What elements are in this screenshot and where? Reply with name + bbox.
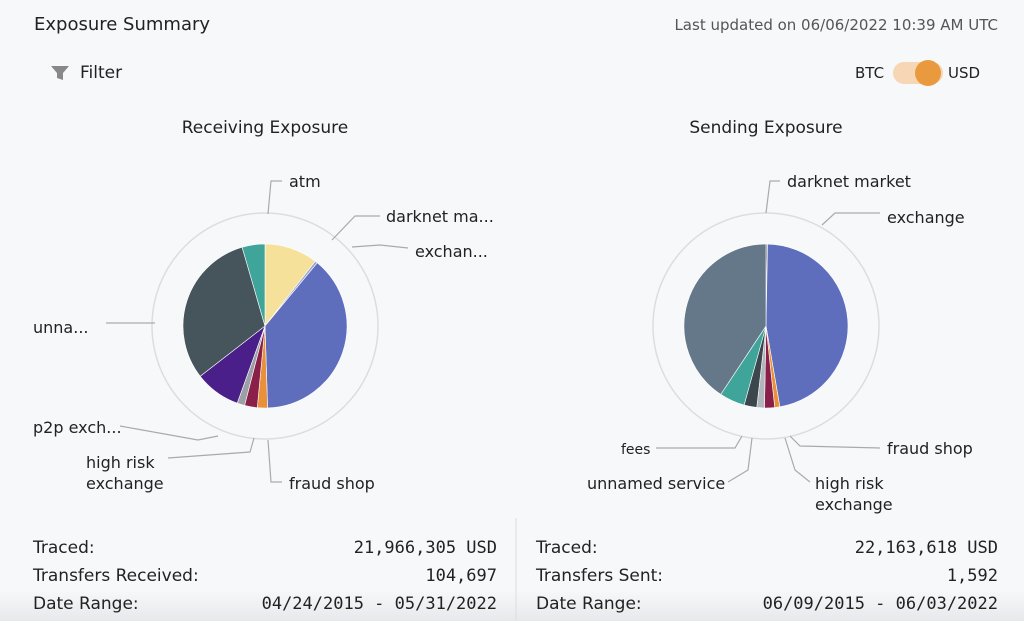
title: Exposure Summary [34, 14, 211, 35]
leader-line [331, 215, 380, 241]
pie-slice [765, 243, 849, 408]
chart-title: Receiving Exposure [181, 118, 349, 138]
slice-label: unna... [33, 318, 89, 337]
stat-label: Traced: [33, 538, 95, 558]
toggle-usd[interactable]: USD [948, 64, 981, 82]
slice-label: unnamed service [587, 474, 726, 493]
leader-line [167, 437, 255, 459]
stat-label: Date Range: [33, 594, 139, 614]
filter-icon[interactable] [51, 66, 69, 80]
stat-value: 22,163,618 USD [854, 538, 998, 558]
stat-value: 04/24/2015 - 05/31/2022 [261, 594, 497, 614]
leader-line [789, 435, 881, 449]
pie-slice [683, 243, 767, 395]
slice-label: p2p exch... [33, 418, 122, 437]
chart-title: Sending Exposure [689, 118, 843, 138]
stat-label: Transfers Sent: [536, 566, 664, 586]
stat-value: 21,966,305 USD [353, 538, 497, 558]
slice-label: fraud shop [289, 474, 375, 493]
toggle-knob[interactable] [915, 60, 941, 86]
toggle-btc[interactable]: BTC [855, 64, 885, 82]
stat-value: 104,697 [425, 566, 497, 586]
slice-label: fraud shop [887, 439, 973, 458]
stat-value: 1,592 [946, 566, 998, 586]
pie-slice [264, 262, 348, 409]
stat-value: 06/09/2015 - 06/03/2022 [762, 594, 998, 614]
stat-label: Transfers Received: [33, 566, 199, 586]
stat-label: Date Range: [536, 594, 642, 614]
slice-label: darknet market [787, 172, 911, 191]
leader-line [119, 425, 219, 441]
last-updated: Last updated on 06/06/2022 10:39 AM UTC [674, 16, 998, 34]
leader-line [784, 437, 811, 483]
leader-line [765, 180, 780, 214]
outer-ring [151, 212, 379, 440]
leader-line [656, 435, 743, 449]
slice-label: high risk exchange [815, 474, 893, 514]
leader-line [267, 180, 282, 215]
slice-label: high risk exchange [86, 453, 164, 493]
slice-label: exchan... [415, 242, 488, 261]
leader-line [351, 244, 409, 249]
slice-label: exchange [887, 208, 965, 227]
leader-line [267, 439, 282, 483]
filter-button[interactable]: Filter [80, 63, 123, 83]
slice-label: fees [621, 442, 651, 458]
slice-label: atm [289, 172, 321, 191]
pie-slice [241, 243, 266, 327]
pie-slice [182, 246, 266, 377]
leader-line [727, 437, 753, 483]
stat-label: Traced: [536, 538, 598, 558]
leader-line [821, 212, 880, 226]
slice-label: darknet ma... [386, 207, 494, 226]
